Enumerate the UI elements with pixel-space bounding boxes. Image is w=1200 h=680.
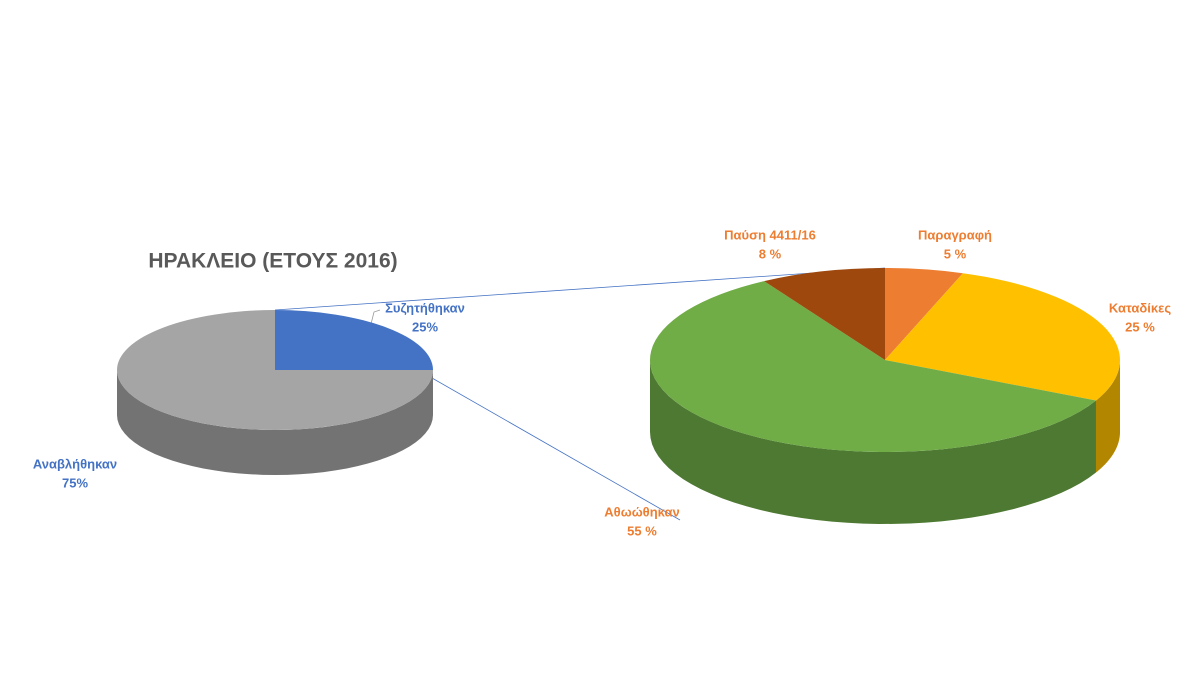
data-label-value: 8 % [759, 246, 782, 261]
connector-line [431, 377, 681, 521]
data-label-value: 55 % [627, 523, 657, 538]
data-label-name: Καταδίκες [1109, 300, 1171, 315]
data-label-value: 75% [62, 475, 88, 490]
data-label-name: Συζητήθηκαν [385, 300, 465, 315]
data-label-value: 25% [412, 319, 438, 334]
data-label-value: 25 % [1125, 319, 1155, 334]
data-label-name: Αθωώθηκαν [604, 504, 679, 519]
data-label-name: Παραγραφή [918, 227, 992, 242]
connector-line [274, 267, 886, 311]
slice [764, 268, 885, 360]
slice-side [117, 370, 433, 475]
data-label-name: Αναβλήθηκαν [33, 456, 117, 471]
slice-side [650, 360, 1096, 524]
slice [885, 268, 963, 360]
data-label-name: Παύση 4411/16 [724, 227, 816, 242]
slice [649, 281, 1096, 452]
slice-side [1095, 360, 1120, 473]
slice [275, 310, 433, 370]
data-label-value: 5 % [944, 246, 967, 261]
chart-title: ΗΡΑΚΛΕΙΟ (ΕΤΟΥΣ 2016) [148, 250, 397, 273]
slice [117, 310, 433, 430]
slice [885, 273, 1120, 401]
